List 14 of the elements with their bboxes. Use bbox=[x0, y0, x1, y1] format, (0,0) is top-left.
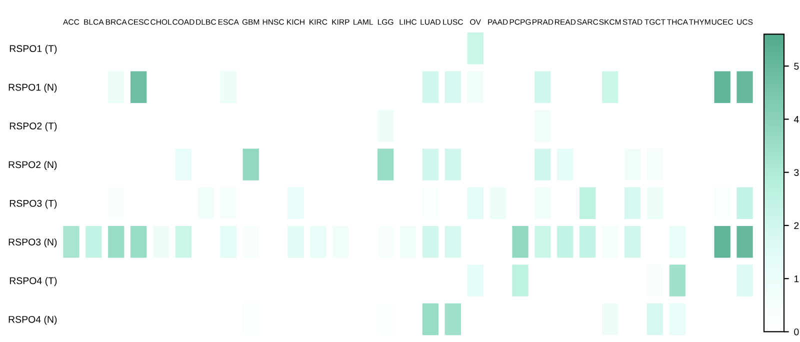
y-tick-label: RSPO2 (T) bbox=[10, 122, 57, 132]
color-bar-label: 1 bbox=[794, 275, 799, 282]
y-tick-label: RSPO4 (T) bbox=[10, 277, 57, 286]
color-bar-label: 2 bbox=[794, 222, 799, 229]
y-tick-label: RSPO4 (N) bbox=[8, 316, 57, 325]
color-bar-label: 4 bbox=[794, 116, 799, 123]
y-tick-label: RSPO1 (T) bbox=[10, 44, 57, 54]
y-tick-label: RSPO1 (N) bbox=[8, 84, 57, 93]
color-bar-label: 3 bbox=[794, 169, 799, 176]
y-tick-label: RSPO3 (T) bbox=[10, 200, 57, 209]
y-tick-label: RSPO3 (N) bbox=[8, 238, 57, 248]
color-bar-label: 5 bbox=[794, 62, 799, 70]
y-tick-label: RSPO2 (N) bbox=[8, 160, 57, 170]
color-bar-label: 0 bbox=[794, 328, 799, 336]
